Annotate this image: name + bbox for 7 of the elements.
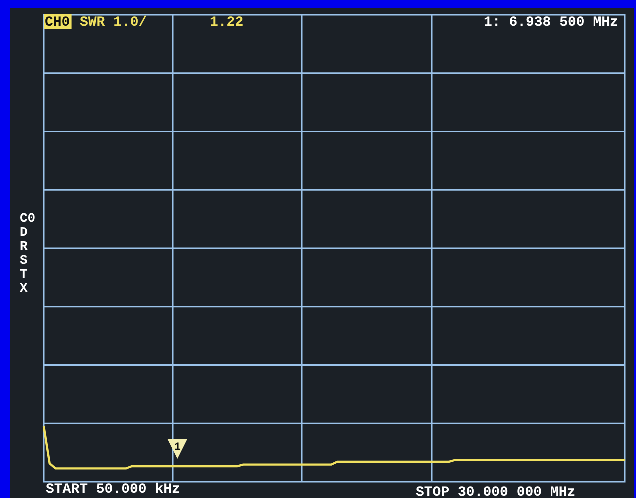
text: STOP 30.000 000 MHz xyxy=(416,485,576,498)
text: 1.22 xyxy=(210,15,244,31)
annotation: START 50.000 kHz xyxy=(46,482,180,498)
text: C0 D R S T X xyxy=(20,211,36,296)
annotation: 1 xyxy=(174,442,182,454)
text: 1: 6.938 500 MHz xyxy=(484,15,618,31)
chart-title: SWR 1.0/ xyxy=(80,15,148,31)
